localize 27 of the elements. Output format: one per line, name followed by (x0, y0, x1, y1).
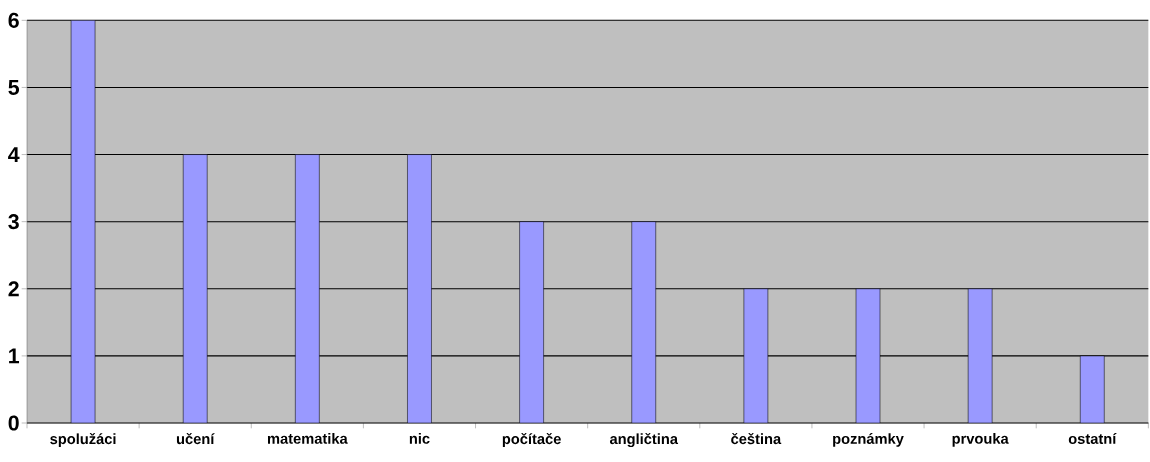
bar (967, 288, 993, 423)
bar (631, 221, 657, 423)
x-tick-label: čeština (731, 433, 782, 445)
bar (295, 154, 320, 423)
x-tick-label: ostatní (1068, 433, 1117, 444)
x-tick-label: matematika (267, 433, 348, 444)
bar (519, 221, 544, 423)
x-tick-label: spolužáci (50, 433, 116, 448)
x-tick-label: prvouka (952, 433, 1009, 447)
y-tick-label: 2 (8, 281, 19, 297)
x-tick-label: nic (409, 433, 430, 444)
y-tick-label: 1 (9, 348, 20, 364)
x-tick-label: učení (176, 433, 215, 445)
y-tick-label: 5 (8, 80, 20, 95)
bar (407, 154, 432, 423)
y-tick-label: 0 (8, 415, 19, 431)
bar (1080, 355, 1105, 423)
y-tick-label: 3 (8, 214, 19, 230)
bar (855, 288, 881, 423)
y-tick-label: 4 (8, 147, 20, 162)
bar (70, 20, 96, 423)
x-tick-label: počítače (502, 433, 561, 448)
x-tick-label: poznámky (833, 433, 904, 447)
x-tick-label: angličtina (609, 433, 679, 448)
bar (743, 288, 769, 423)
y-tick-label: 6 (8, 12, 19, 28)
bar (182, 154, 208, 423)
